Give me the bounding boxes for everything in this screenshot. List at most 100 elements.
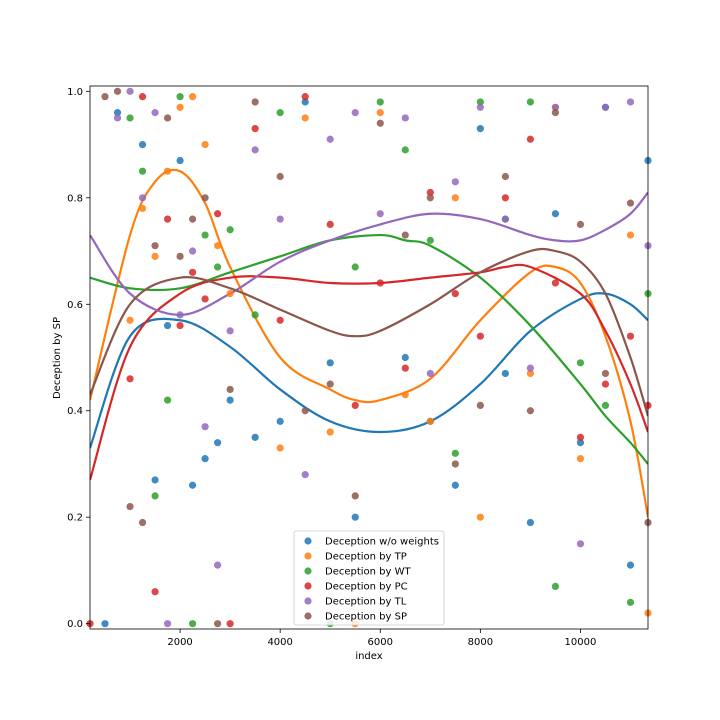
point-deception-by-sp: [188, 215, 197, 223]
legend-marker: [304, 582, 312, 590]
point-deception-by-sp: [301, 407, 309, 415]
point-deception-by-sp: [576, 220, 585, 229]
legend-marker: [304, 567, 312, 575]
point-deception-by-pc: [476, 332, 484, 340]
point-deception-by-wt: [201, 231, 209, 239]
point-deception-by-tl: [526, 364, 534, 372]
point-deception-by-sp: [176, 252, 184, 260]
x-tick-label: 8000: [468, 637, 493, 648]
x-tick-label: 6000: [368, 637, 393, 648]
point-deception-by-pc: [601, 380, 610, 388]
point-deception-by-wt: [126, 114, 134, 122]
point-deception-w-o-weights: [163, 321, 172, 330]
point-deception-by-wt: [626, 598, 635, 606]
y-tick-label: 1.0: [67, 87, 83, 98]
point-deception-by-sp: [601, 369, 610, 378]
point-deception-by-pc: [526, 135, 534, 143]
point-deception-by-tp: [401, 391, 409, 399]
point-deception-by-sp: [113, 87, 122, 95]
point-deception-by-tp: [151, 252, 159, 260]
point-deception-by-pc: [376, 279, 384, 287]
point-deception-by-pc: [451, 290, 459, 298]
point-deception-by-tp: [326, 428, 334, 436]
point-deception-by-tl: [151, 109, 159, 117]
point-deception-by-tp: [476, 513, 484, 521]
point-deception-by-wt: [401, 146, 409, 154]
legend-label: Deception by WT: [325, 567, 412, 578]
point-deception-w-o-weights: [501, 369, 509, 378]
data-points: [86, 87, 652, 628]
point-deception-by-tp: [576, 455, 585, 463]
point-deception-by-wt: [601, 401, 610, 410]
point-deception-by-sp: [214, 620, 222, 628]
point-deception-by-wt: [551, 582, 560, 591]
point-deception-by-pc: [226, 620, 234, 628]
point-deception-by-sp: [626, 199, 635, 207]
point-deception-w-o-weights: [401, 353, 409, 362]
point-deception-by-wt: [476, 98, 484, 106]
x-tick-label: 2000: [167, 637, 192, 648]
point-deception-w-o-weights: [201, 455, 209, 463]
point-deception-w-o-weights: [138, 140, 147, 149]
point-deception-by-pc: [251, 124, 259, 133]
legend-marker: [304, 597, 312, 605]
point-deception-by-pc: [138, 93, 147, 101]
point-deception-by-sp: [126, 502, 134, 511]
point-deception-by-pc: [151, 588, 159, 596]
y-tick-label: 0.8: [67, 193, 83, 204]
point-deception-by-wt: [188, 620, 197, 628]
point-deception-by-tp: [626, 231, 635, 239]
point-deception-by-tl: [251, 146, 259, 154]
point-deception-w-o-weights: [301, 98, 309, 106]
point-deception-by-sp: [163, 114, 172, 122]
trend-line-deception-by-pc: [90, 263, 648, 481]
point-deception-by-tl: [226, 327, 234, 335]
point-deception-by-pc: [551, 279, 560, 287]
point-deception-by-tl: [126, 87, 134, 95]
point-deception-by-tp: [451, 194, 459, 202]
point-deception-by-tl: [188, 247, 197, 255]
y-tick-label: 0.6: [67, 300, 83, 311]
point-deception-by-sp: [376, 119, 384, 127]
trend-line-deception-by-sp: [90, 247, 648, 417]
point-deception-by-tp: [376, 109, 384, 117]
point-deception-by-tp: [163, 167, 172, 175]
trend-line-deception-by-tl: [90, 191, 648, 317]
point-deception-by-tp: [426, 417, 434, 425]
point-deception-by-sp: [426, 194, 434, 202]
point-deception-w-o-weights: [551, 210, 560, 218]
legend-label: Deception by TL: [325, 597, 407, 608]
point-deception-by-sp: [151, 242, 159, 250]
point-deception-by-tp: [276, 444, 284, 452]
point-deception-by-tl: [326, 135, 334, 143]
point-deception-by-sp: [551, 109, 560, 117]
point-deception-by-wt: [351, 263, 359, 271]
point-deception-by-tp: [526, 369, 534, 378]
point-deception-by-sp: [401, 231, 409, 239]
legend-label: Deception by TP: [325, 552, 407, 563]
legend-box: [293, 530, 445, 626]
point-deception-w-o-weights: [451, 481, 459, 489]
point-deception-w-o-weights: [151, 476, 159, 484]
point-deception-by-pc: [351, 401, 359, 410]
point-deception-w-o-weights: [188, 481, 197, 489]
point-deception-by-tp: [226, 290, 234, 298]
point-deception-by-tl: [476, 103, 484, 111]
point-deception-by-tl: [451, 178, 459, 186]
point-deception-by-tp: [138, 204, 147, 213]
point-deception-by-pc: [626, 332, 635, 340]
point-deception-by-tp: [176, 103, 184, 111]
point-deception-by-wt: [151, 492, 159, 500]
x-tick-label: 10000: [565, 637, 597, 648]
point-deception-by-sp: [526, 407, 534, 415]
point-deception-w-o-weights: [526, 518, 534, 527]
point-deception-by-sp: [501, 172, 509, 181]
point-deception-w-o-weights: [101, 620, 109, 628]
point-deception-by-tl: [176, 311, 184, 319]
point-deception-w-o-weights: [626, 561, 635, 569]
point-deception-w-o-weights: [276, 417, 284, 425]
point-deception-by-tl: [138, 194, 147, 202]
y-axis-label: Deception by SP: [52, 317, 63, 399]
point-deception-by-pc: [201, 295, 209, 303]
